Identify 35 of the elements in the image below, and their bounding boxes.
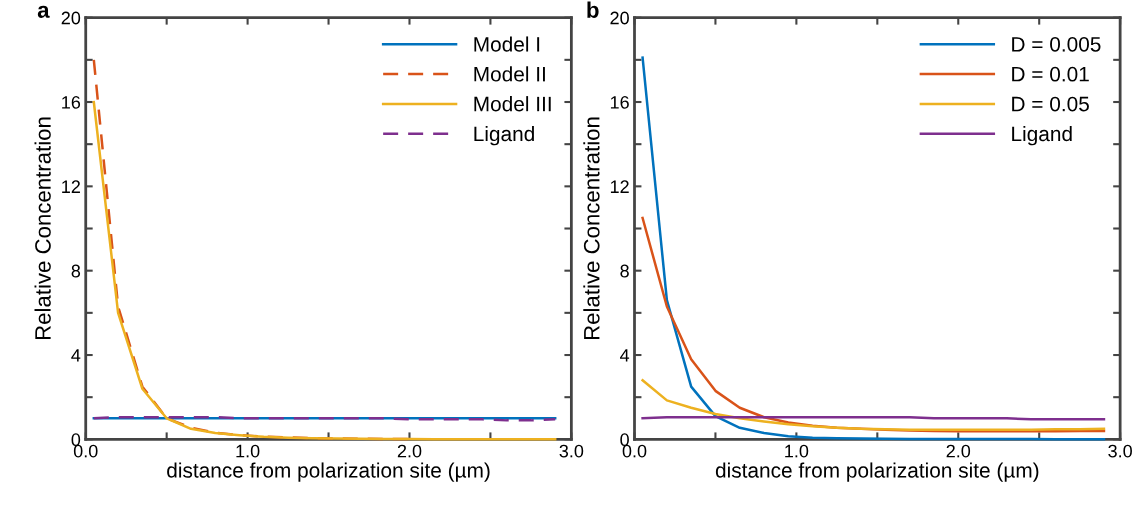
x-tick-label: 0.0 bbox=[622, 444, 647, 458]
legend-label: D = 0.05 bbox=[1012, 96, 1089, 112]
legend-label: Ligand bbox=[474, 125, 534, 146]
x-axis-title: distance from polarization site (µm) bbox=[167, 462, 490, 482]
x-tick-label: 2.0 bbox=[397, 444, 422, 458]
y-axis-title: Relative Concentration bbox=[34, 117, 51, 340]
y-tick-label: 12 bbox=[62, 180, 80, 193]
line-series bbox=[641, 56, 1106, 441]
x-tick-label: 1.0 bbox=[785, 444, 809, 458]
y-tick-label: 0 bbox=[620, 433, 629, 447]
y-tick-label: 16 bbox=[62, 95, 81, 109]
y-tick-label: 8 bbox=[71, 264, 81, 278]
legend-label: Model III bbox=[474, 96, 551, 112]
y-tick-label: 20 bbox=[610, 11, 629, 25]
x-tick-label: 3.0 bbox=[559, 444, 584, 458]
legend-label: Model II bbox=[474, 66, 545, 82]
x-tick-label: 0.0 bbox=[73, 444, 98, 458]
y-tick-label: 16 bbox=[610, 95, 629, 109]
chart-title: a bbox=[37, 5, 50, 18]
y-tick-label: 20 bbox=[61, 11, 81, 25]
legend-label: Model I bbox=[474, 36, 540, 52]
y-tick-label: 12 bbox=[610, 180, 629, 193]
x-tick-label: 2.0 bbox=[946, 444, 971, 458]
x-tick-label: 1.0 bbox=[236, 444, 260, 458]
y-tick-label: 4 bbox=[71, 349, 81, 362]
x-tick-label: 3.0 bbox=[1108, 444, 1132, 458]
legend-label: Ligand bbox=[1012, 125, 1072, 146]
legend-label: D = 0.01 bbox=[1012, 66, 1089, 82]
legend-label: D = 0.005 bbox=[1012, 36, 1101, 52]
line-series bbox=[641, 379, 1106, 432]
x-axis-title: distance from polarization site (µm) bbox=[715, 462, 1039, 482]
y-tick-label: 8 bbox=[620, 264, 629, 278]
chart-title: b bbox=[587, 1, 599, 18]
y-tick-label: 4 bbox=[620, 349, 630, 362]
y-axis-title: Relative Concentration bbox=[583, 117, 600, 340]
